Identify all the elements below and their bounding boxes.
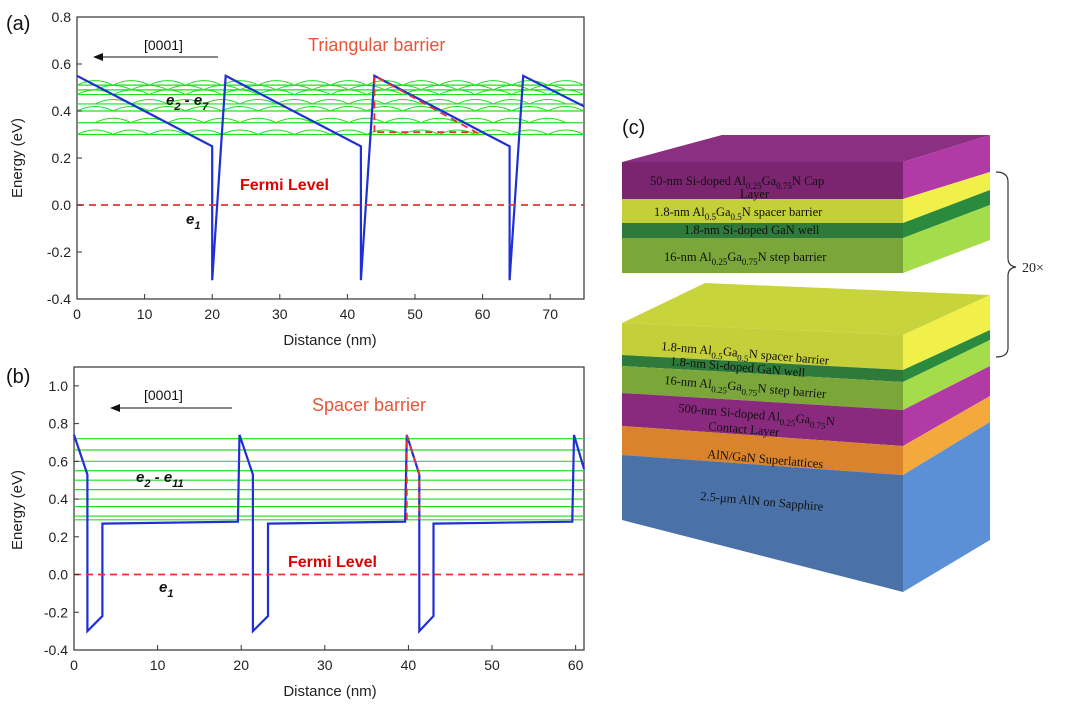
panel-a-wavefunction (94, 84, 567, 91)
bottom-step-label: 16-nm Al0.25Ga0.75N step barrier (663, 373, 827, 404)
panel-a-series (76, 74, 585, 281)
panel-a-direction-label: [0001] (144, 37, 183, 53)
panel-a-wavefunction (94, 98, 567, 105)
panel-a-ytick-label: 0.2 (52, 150, 72, 166)
panel-b: (b) 0 10 20 30 40 50 60 -0.4 -0.2 0.0 0.2 0.4 0.6 0.8… (6, 366, 586, 700)
layer-well-front (622, 223, 903, 238)
panel-a-conduction-band (76, 74, 585, 281)
panel-b-title: Spacer barrier (312, 395, 426, 415)
panel-a-xtick-label: 30 (272, 306, 288, 322)
panel-b-conduction-band (72, 434, 586, 634)
panel-b-subband-levels (74, 438, 584, 521)
panel-b-xtick-label: 0 (70, 657, 78, 673)
arrow-left-icon (93, 53, 103, 61)
panel-b-xtick-label: 30 (317, 657, 333, 673)
layer-step-front (622, 238, 903, 273)
panel-a-wavefunction (76, 129, 585, 135)
top-layer-stack: 50-nm Si-doped Al0.25Ga0.75N Cap Layer 1… (622, 135, 990, 273)
panel-b-plot-frame (73, 366, 585, 651)
top-spacer-label: 1.8-nm Al0.5Ga0.5N spacer barrier (654, 205, 823, 222)
panel-b-direction-label: [0001] (144, 387, 183, 403)
panel-b-ytick-label: 1.0 (49, 378, 69, 394)
panel-a-wavefunction (94, 117, 567, 124)
panel-b-ytick-label: -0.4 (44, 642, 68, 658)
panel-a-band-overlay (373, 74, 480, 134)
panel-c: (c) 50-nm Si-doped Al0.25Ga0.75N Cap Lay… (622, 117, 1044, 592)
panel-a-xtick-label: 60 (475, 306, 491, 322)
layer-spacer-front (622, 199, 903, 223)
bottom-layer-stack: 1.8-nm Al0.5Ga0.5N spacer barrier 1.8-nm… (622, 283, 990, 592)
panel-a-fermi-label: Fermi Level (240, 177, 329, 194)
panel-a-subband-levels (76, 80, 585, 136)
panel-a-ylabel: Energy (eV) (9, 118, 26, 198)
repeat-count-label: 20× (1022, 261, 1044, 276)
panel-b-ytick-label: 0.6 (49, 453, 69, 469)
panel-a-ytick-label: -0.4 (47, 291, 71, 307)
panel-a-xtick-label: 10 (137, 306, 153, 322)
panel-b-ytick-label: 0.2 (49, 529, 69, 545)
panel-a-title: Triangular barrier (308, 35, 445, 55)
panel-b-xtick-label: 60 (568, 657, 584, 673)
panel-b-xtick-label: 50 (484, 657, 500, 673)
panel-a-xlabel: Distance (nm) (283, 332, 376, 349)
panel-a-xtick-label: 20 (204, 306, 220, 322)
panel-b-xtick-label: 20 (233, 657, 249, 673)
layer-spacer-front (622, 323, 903, 370)
top-well-label: 1.8-nm Si-doped GaN well (684, 223, 820, 237)
panel-b-ytick-label: 0.8 (49, 416, 69, 432)
bottom-contact-label-line2: Contact Layer (708, 419, 781, 439)
panel-a-ytick-label: -0.2 (47, 244, 71, 260)
top-cap-label: 50-nm Si-doped Al0.25Ga0.75N Cap (650, 174, 824, 191)
top-cap-label-line2: Layer (740, 187, 770, 201)
panel-b-direction-arrow: [0001] (110, 387, 232, 412)
panel-b-xtick-label: 40 (401, 657, 417, 673)
panel-b-fermi-label: Fermi Level (288, 554, 377, 571)
panel-a: (a) 0 10 20 30 40 50 60 70-0.4-0.20.00.20.40.60… (6, 9, 585, 349)
panel-b-ground-state-label: e1 (159, 579, 173, 600)
panel-b-ytick-label: 0.0 (49, 567, 69, 583)
panel-a-wavefunction (76, 80, 585, 86)
panel-a-upper-states-label: e2 - e7 (166, 92, 209, 113)
panel-b-upper-states-label: e2 - e11 (136, 469, 184, 490)
panel-a-xtick-label: 40 (340, 306, 356, 322)
panel-b-ticks: 0 10 20 30 40 50 60 -0.4 -0.2 0.0 0.2 0.4 0.6 0.8 1.0 (44, 378, 584, 673)
panel-a-ytick-label: 0.4 (52, 103, 72, 119)
panel-a-ytick-label: 0.8 (52, 9, 72, 25)
panel-a-xtick-label: 50 (407, 306, 423, 322)
arrow-left-icon (110, 404, 120, 412)
layer-well-front (622, 355, 903, 382)
panel-b-xtick-label: 10 (150, 657, 166, 673)
layer-contact-front (622, 393, 903, 446)
layer-superlattice-front (622, 426, 903, 475)
panel-b-label: (b) (6, 366, 30, 388)
panel-a-xtick-label: 70 (542, 306, 558, 322)
panel-a-xtick-label: 0 (73, 306, 81, 322)
repeat-bracket: 20× (995, 171, 1044, 358)
panel-b-xlabel: Distance (nm) (283, 683, 376, 700)
panel-a-direction-arrow: [0001] (93, 37, 218, 61)
layer-step-front (622, 366, 903, 410)
panel-b-ylabel: Energy (eV) (9, 470, 26, 550)
panel-b-ytick-label: -0.2 (44, 604, 68, 620)
panel-a-wavefunction (76, 106, 585, 112)
panel-b-ytick-label: 0.4 (49, 491, 69, 507)
panel-b-series (72, 434, 586, 634)
layer-substrate-front (622, 455, 903, 592)
panel-a-ground-state-label: e1 (186, 211, 200, 232)
panel-a-ytick-label: 0.0 (52, 197, 72, 213)
layer-cap-front (622, 162, 903, 199)
panel-a-ticks: 0 10 20 30 40 50 60 70 -0.4 -0.2 0.0 0.2 0.4 0.6 0.8 (47, 9, 558, 322)
panel-a-label: (a) (6, 13, 30, 35)
top-step-label: 16-nm Al0.25Ga0.75N step barrier (664, 250, 827, 267)
panel-a-ytick-label: 0.6 (52, 56, 72, 72)
panel-b-band-overlay (405, 434, 421, 520)
panel-a-wavefunction (76, 89, 585, 95)
panel-c-label: (c) (622, 117, 645, 139)
panel-a-plot-frame (76, 16, 585, 300)
